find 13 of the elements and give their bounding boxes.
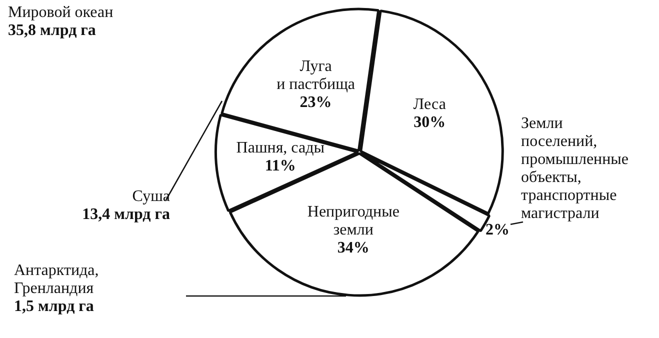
slice-label: Непригодные земли bbox=[307, 203, 400, 238]
slice-label: Леса bbox=[413, 96, 446, 113]
slice-label: Луга и пастбища bbox=[276, 58, 356, 93]
slice-label: Пашня, сады bbox=[236, 140, 325, 157]
text: Антарктида, Гренландия 1,5 млрд га bbox=[14, 262, 99, 315]
slice-label: Земли поселений, промышленные объекты, транспортные магистрали bbox=[521, 115, 629, 222]
data-label: 11% bbox=[264, 158, 296, 175]
data-label: 30% bbox=[414, 114, 446, 131]
data-label: 23% bbox=[300, 94, 332, 111]
data-label: 2% bbox=[486, 222, 510, 239]
data-label: 34% bbox=[337, 239, 370, 256]
text: Суша 13,4 млрд га bbox=[82, 188, 170, 223]
text: Мировой океан 35,8 млрд га bbox=[8, 4, 114, 39]
